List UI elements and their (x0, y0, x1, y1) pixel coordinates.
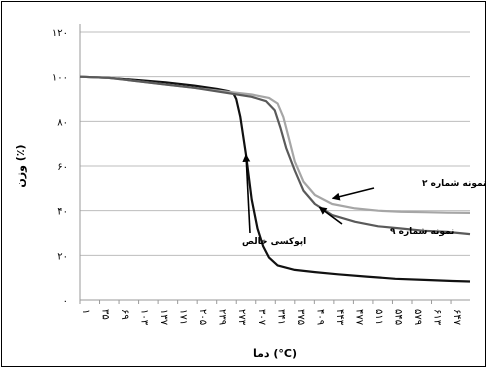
y-tick-label: ۲۰ (57, 251, 68, 262)
x-tick-label: ۶۱۳ (432, 309, 443, 326)
x-tick-label: ۲۳۹ (217, 309, 228, 325)
x-axis-ticks: ۱ ۳۵ ۶۹ ۱۰۳ ۱۳۷ ۱۷۱ ۲۰۵ ۲۳۹ ۲۷۳ ۳۰۷ ۳۴۱ ۳۷۵ ۴۰۹ ۴۴۳ ۴۷… (79, 300, 462, 326)
x-tick-label: ۱۳۷ (158, 309, 169, 326)
y-tick-label: ۶۰ (57, 162, 68, 173)
annotation-arrow (242, 153, 251, 234)
y-axis-ticks: ۰ ۲۰ ۴۰ ۶۰ ۸۰ ۱۰۰ ۱۲۰ (52, 28, 68, 307)
x-tick-label: ۵۷۹ (412, 309, 423, 325)
x-tick-label: ۴۰۹ (314, 309, 325, 325)
annotations: نمونه شماره ۲ نمونه شماره ۹ اپوکسی خالص (242, 153, 486, 247)
y-axis-label: وزن (٪) (14, 144, 27, 187)
y-tick-label: ۸۰ (57, 117, 68, 128)
plot-border (79, 24, 470, 301)
x-tick-label: ۵۴۵ (392, 309, 403, 325)
y-tick-label: ۱۰۰ (52, 73, 68, 84)
x-tick-label: ۳۵ (100, 309, 111, 320)
annotation-arrow (318, 206, 343, 225)
series-line-0 (79, 75, 471, 283)
x-tick-label: ۴۷۷ (353, 309, 364, 326)
annotation-label: نمونه شماره ۲ (422, 179, 486, 189)
x-tick-label: ۶۹ (119, 309, 130, 320)
grid (80, 31, 470, 256)
y-tick-label: ۰ (63, 296, 68, 307)
x-tick-label: ۱ (80, 309, 91, 314)
x-tick-label: ۲۷۳ (236, 309, 247, 326)
x-tick-label: ۶۴۷ (451, 309, 462, 326)
annotation-label: نمونه شماره ۹ (390, 227, 454, 237)
x-tick-label: ۳۰۷ (256, 309, 267, 326)
y-tick-label: ۴۰ (57, 207, 68, 218)
x-tick-label: ۱۰۳ (139, 309, 150, 326)
y-tick-label: ۱۲۰ (52, 28, 68, 39)
series-group (79, 75, 471, 283)
x-tick-label: ۳۴۱ (275, 309, 286, 325)
annotation-label: اپوکسی خالص (242, 237, 306, 247)
x-tick-label: ۳۷۵ (295, 309, 306, 325)
x-tick-label: ۱۷۱ (178, 309, 189, 325)
annotation-arrow (331, 187, 375, 201)
x-tick-label: ۵۱۱ (373, 309, 384, 325)
x-axis-label: دما (°C) (253, 347, 297, 360)
series-line-1 (79, 75, 471, 214)
series-line-2 (79, 75, 471, 236)
x-tick-label: ۴۴۳ (334, 309, 345, 326)
x-tick-label: ۲۰۵ (197, 309, 208, 325)
